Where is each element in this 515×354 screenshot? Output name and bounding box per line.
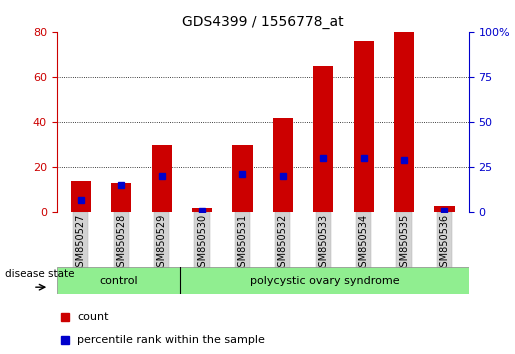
Text: control: control [99,275,138,286]
Bar [232,145,252,212]
Bar [180,267,469,294]
Bar [111,183,131,212]
Bar [151,145,172,212]
Text: percentile rank within the sample: percentile rank within the sample [77,335,265,346]
Title: GDS4399 / 1556778_at: GDS4399 / 1556778_at [182,16,344,29]
Bar [57,267,180,294]
Text: polycystic ovary syndrome: polycystic ovary syndrome [250,275,399,286]
Bar [434,206,455,212]
Text: count: count [77,312,109,322]
Bar [71,181,91,212]
Bar [313,66,333,212]
Bar [353,41,374,212]
Bar [273,118,293,212]
Bar [394,32,414,212]
Bar [192,208,212,212]
Text: disease state: disease state [5,269,75,279]
